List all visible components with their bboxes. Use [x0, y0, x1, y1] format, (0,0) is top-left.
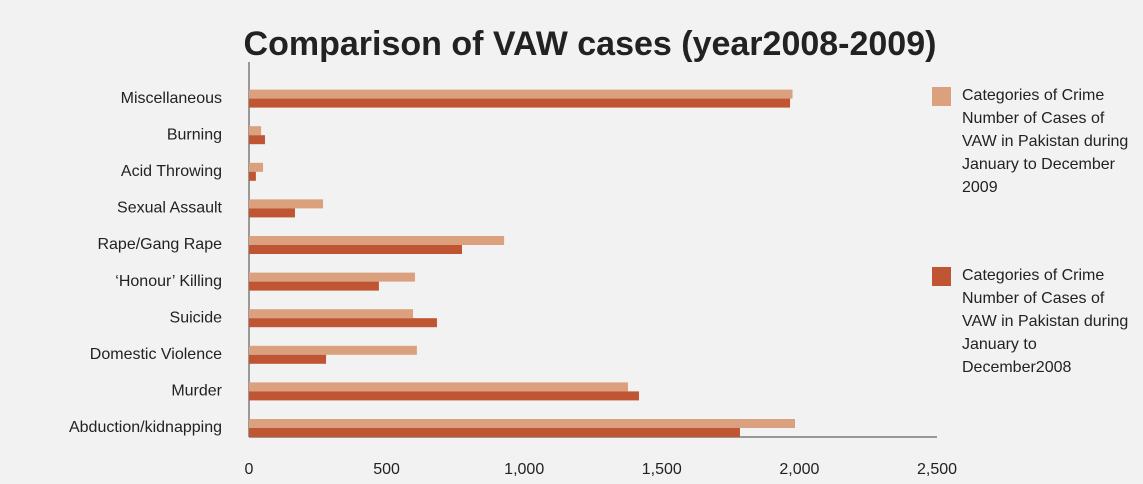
y-tick-label: Murder — [171, 383, 222, 400]
y-tick-label: Abduction/kidnapping — [69, 419, 222, 436]
y-tick-label: Burning — [167, 126, 222, 143]
bar — [249, 126, 262, 136]
bar — [249, 428, 740, 437]
x-tick-label: 2,000 — [779, 461, 819, 478]
bar — [249, 236, 505, 245]
bar — [249, 245, 463, 254]
bar — [249, 419, 795, 428]
bar — [249, 199, 324, 209]
x-tick-label: 2,500 — [917, 461, 957, 478]
legend-label: Categories of Crime Number of Cases of V… — [962, 87, 1129, 196]
x-tick-label: 1,000 — [504, 461, 544, 478]
y-tick-label: ‘Honour’ Killing — [115, 273, 222, 290]
bar — [249, 272, 415, 282]
bar — [249, 135, 265, 145]
bar — [249, 318, 437, 328]
bar — [249, 382, 628, 392]
x-tick-label: 500 — [373, 461, 400, 478]
bar — [249, 171, 256, 181]
y-tick-label: Sexual Assault — [117, 200, 223, 217]
y-tick-label: Rape/Gang Rape — [97, 236, 222, 253]
legend-swatch — [932, 267, 951, 286]
y-tick-label: Suicide — [170, 309, 223, 326]
bar — [249, 281, 379, 291]
bar — [249, 89, 793, 99]
x-tick-label: 1,500 — [642, 461, 682, 478]
chart-title: Comparison of VAW cases (year2008-2009) — [244, 25, 937, 63]
y-tick-label: Miscellaneous — [121, 90, 222, 107]
y-tick-label: Domestic Violence — [90, 346, 222, 363]
bar — [249, 208, 295, 218]
bar — [249, 162, 264, 172]
legend-swatch — [932, 87, 951, 106]
bar — [249, 345, 417, 355]
bar — [249, 391, 639, 401]
x-tick-label: 0 — [245, 461, 254, 478]
legend-label: Categories of Crime Number of Cases of V… — [962, 267, 1129, 376]
bar — [249, 354, 327, 364]
bar — [249, 98, 791, 108]
y-tick-label: Acid Throwing — [121, 163, 222, 180]
bar — [249, 309, 414, 319]
